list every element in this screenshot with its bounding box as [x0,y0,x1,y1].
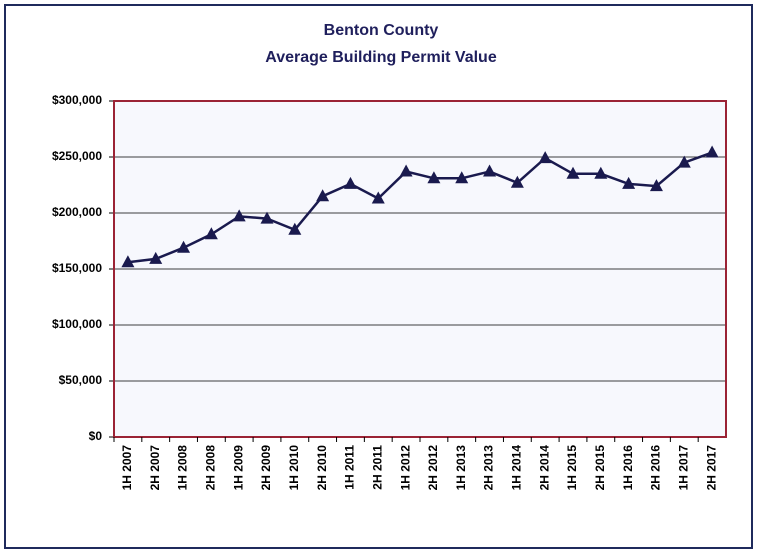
x-tick-label: 2H 2017 [704,445,718,491]
x-tick-label: 1H 2007 [120,445,134,491]
marker [566,166,580,179]
x-tick-label: 1H 2013 [454,445,468,491]
marker [538,151,552,164]
chart-title: Benton County [324,22,439,39]
x-tick-label: 2H 2009 [259,445,273,491]
marker [677,155,691,168]
marker [455,171,469,184]
x-tick-label: 2H 2014 [537,445,551,491]
y-tick-label: $150,000 [52,261,102,275]
y-tick-label: $200,000 [52,205,102,219]
x-tick-label: 1H 2012 [398,445,412,491]
x-tick-label: 2H 2010 [315,445,329,491]
marker [343,176,357,189]
x-tick-label: 1H 2008 [176,445,190,491]
x-tick-label: 1H 2010 [287,445,301,491]
y-tick-label: $250,000 [52,149,102,163]
x-tick-label: 2H 2013 [482,445,496,491]
marker [427,171,441,184]
marker [288,222,302,235]
x-tick-label: 1H 2011 [343,445,357,490]
x-tick-label: 1H 2009 [231,445,245,491]
marker [177,240,191,253]
marker [316,189,330,202]
marker [204,227,218,240]
y-tick-label: $50,000 [59,373,103,387]
x-tick-label: 2H 2012 [426,445,440,491]
x-tick-label: 1H 2014 [510,445,524,491]
marker [705,145,719,158]
y-tick-label: $100,000 [52,317,102,331]
marker [232,209,246,222]
marker [121,255,135,268]
x-tick-label: 2H 2015 [593,445,607,491]
marker [483,164,497,177]
x-tick-label: 2H 2008 [204,445,218,491]
marker [260,211,274,224]
y-tick-label: $0 [89,429,103,443]
marker [399,164,413,177]
x-tick-label: 1H 2017 [676,445,690,491]
x-tick-label: 1H 2015 [565,445,579,491]
marker [622,176,636,189]
x-tick-label: 2H 2011 [370,445,384,490]
x-tick-label: 2H 2007 [148,445,162,491]
y-tick-label: $300,000 [52,93,102,107]
x-tick-label: 2H 2016 [649,445,663,491]
marker [594,166,608,179]
chart-subtitle: Average Building Permit Value [265,49,497,66]
marker [371,191,385,204]
x-tick-label: 1H 2016 [621,445,635,491]
marker [149,251,163,264]
marker [510,175,524,188]
line [127,151,713,264]
marker [649,179,663,192]
